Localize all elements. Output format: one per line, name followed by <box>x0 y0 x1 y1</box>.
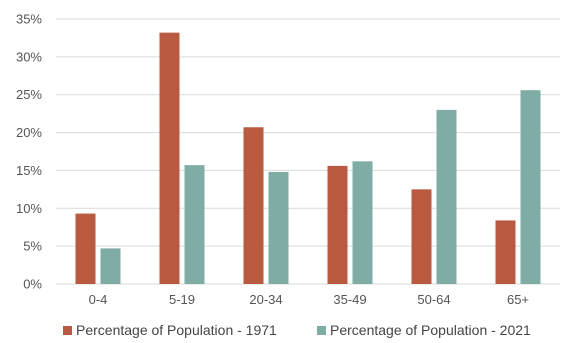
legend-swatch <box>317 326 326 335</box>
y-tick-label: 10% <box>16 201 42 216</box>
legend: Percentage of Population - 1971 Percentag… <box>63 322 531 338</box>
y-tick-label: 15% <box>16 163 42 178</box>
y-tick-label: 25% <box>16 87 42 102</box>
bar-1971-50-64 <box>411 189 432 284</box>
legend-label: Percentage of Population - 2021 <box>330 322 531 338</box>
bar-2021-50-64 <box>436 109 457 284</box>
gridlines <box>56 18 560 285</box>
y-tick-label: 35% <box>16 12 42 27</box>
x-tick-label: 5-19 <box>169 292 195 307</box>
bar-2021-65+ <box>520 90 541 285</box>
bars <box>75 32 541 285</box>
y-tick-label: 5% <box>23 239 42 254</box>
x-tick-label: 35-49 <box>333 292 366 307</box>
bar-2021-0-4 <box>100 248 121 284</box>
y-tick-label: 20% <box>16 125 42 140</box>
x-tick-label: 20-34 <box>249 292 282 307</box>
x-tick-label: 50-64 <box>417 292 450 307</box>
bar-1971-5-19 <box>159 32 180 284</box>
x-tick-label: 0-4 <box>89 292 108 307</box>
bar-1971-0-4 <box>75 213 96 284</box>
y-tick-label: 30% <box>16 49 42 64</box>
x-tick-label: 65+ <box>507 292 529 307</box>
bar-1971-20-34 <box>243 127 264 285</box>
bar-1971-35-49 <box>327 165 348 284</box>
bar-2021-5-19 <box>184 165 205 284</box>
y-axis-ticks: 0% 5% 10% 15% 20% 25% 30% 35% <box>16 12 42 292</box>
bar-2021-35-49 <box>352 161 373 284</box>
y-tick-label: 0% <box>23 277 42 292</box>
bar-2021-20-34 <box>268 171 289 284</box>
bar-1971-65+ <box>495 220 516 284</box>
x-axis-ticks: 0-4 5-19 20-34 35-49 50-64 65+ <box>89 292 529 307</box>
legend-swatch <box>63 326 72 335</box>
legend-label: Percentage of Population - 1971 <box>76 322 277 338</box>
